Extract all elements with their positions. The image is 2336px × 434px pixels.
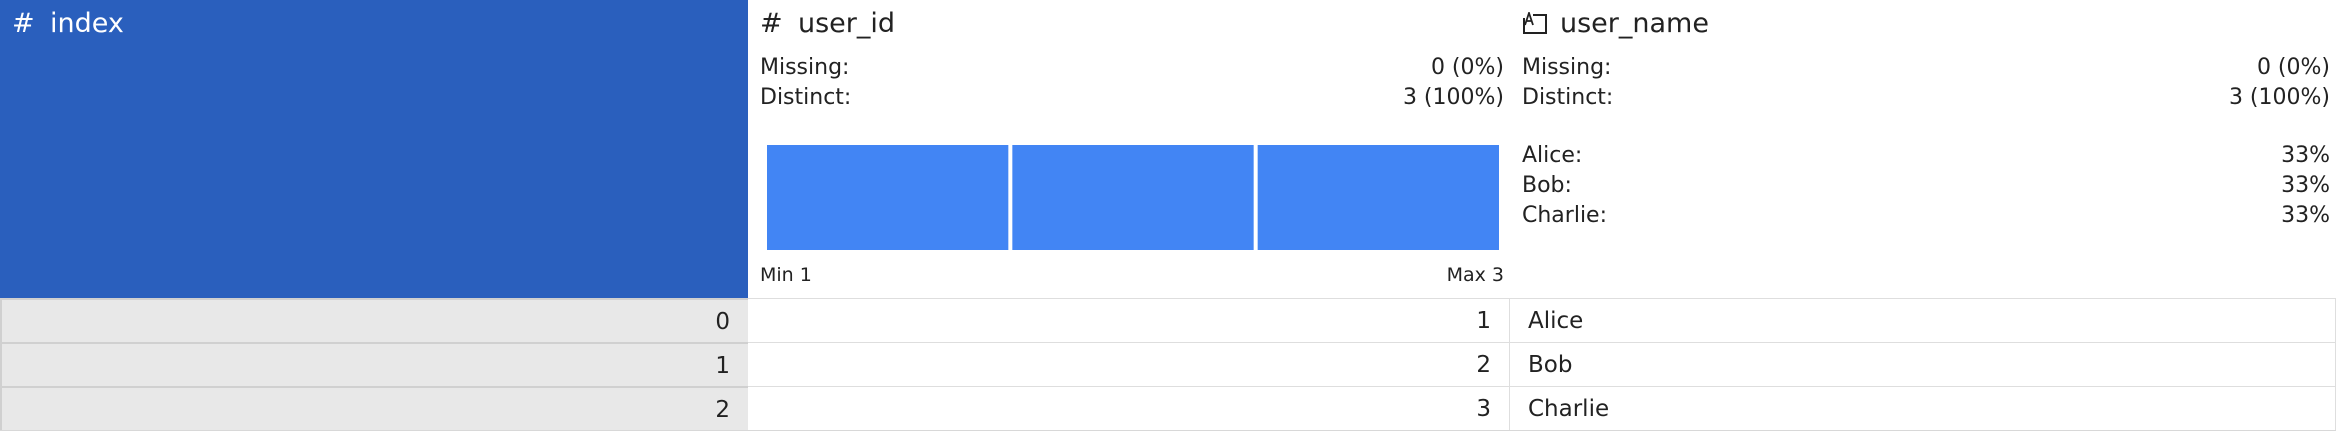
user-name-distinct-stat: Distinct: 3 (100%) [1522,83,2330,113]
user-name-column-header[interactable]: user_name Missing: 0 (0%) Distinct: 3 (1… [1510,0,2336,298]
distinct-value: 3 (100%) [2228,85,2330,110]
index-column-title: # index [12,8,124,39]
missing-value: 0 (0%) [2256,55,2330,80]
distinct-label: Distinct: [1522,85,1614,110]
histogram-bar-3[interactable] [1257,145,1499,250]
index-cell[interactable]: 0 [0,298,748,342]
category-label: Bob: [1522,173,1572,198]
user-name-missing-stat: Missing: 0 (0%) [1522,53,2330,83]
category-label: Charlie: [1522,203,1608,228]
missing-value: 0 (0%) [1430,55,1504,80]
table-row[interactable]: 1 2 Bob [0,342,2336,386]
index-column-header[interactable]: # index [0,0,748,298]
user-id-column-header[interactable]: # user_id Missing: 0 (0%) Distinct: 3 (1… [748,0,1510,298]
user-id-cell[interactable]: 2 [748,342,1510,386]
text-type-icon [1522,9,1548,36]
histogram-bar-2[interactable] [1012,145,1254,250]
table-bottom-border [0,430,2336,431]
missing-label: Missing: [1522,55,1612,80]
category-stat-alice: Alice: 33% [1522,141,2330,171]
index-cell[interactable]: 2 [0,386,748,430]
category-stat-charlie: Charlie: 33% [1522,201,2330,231]
histogram-bar-1[interactable] [767,145,1009,250]
histogram-max-label: Max 3 [1446,264,1504,286]
category-percent: 33% [2281,173,2330,198]
distinct-value: 3 (100%) [1402,85,1504,110]
distinct-label: Distinct: [760,85,852,110]
user-name-cell[interactable]: Bob [1510,342,2336,386]
user-name-column-name: user_name [1560,8,1709,39]
missing-label: Missing: [760,55,850,80]
category-percent: 33% [2281,203,2330,228]
histogram-min-label: Min 1 [760,264,812,286]
category-percent: 33% [2281,143,2330,168]
category-stat-bob: Bob: 33% [1522,171,2330,201]
table-row[interactable]: 0 1 Alice [0,298,2336,342]
hash-icon: # [760,7,783,39]
user-id-distinct-stat: Distinct: 3 (100%) [760,83,1504,113]
user-name-cell[interactable]: Alice [1510,298,2336,342]
hash-icon: # [12,7,35,39]
user-id-cell[interactable]: 3 [748,386,1510,430]
user-id-histogram [767,145,1499,250]
category-label: Alice: [1522,143,1583,168]
user-id-column-name: user_id [798,8,896,39]
user-id-column-title: # user_id [760,8,895,39]
user-name-column-title: user_name [1522,8,1709,39]
index-cell[interactable]: 1 [0,342,748,386]
table-row[interactable]: 2 3 Charlie [0,386,2336,430]
user-id-cell[interactable]: 1 [748,298,1510,342]
index-column-name: index [50,8,124,39]
user-id-missing-stat: Missing: 0 (0%) [760,53,1504,83]
user-name-cell[interactable]: Charlie [1510,386,2336,430]
